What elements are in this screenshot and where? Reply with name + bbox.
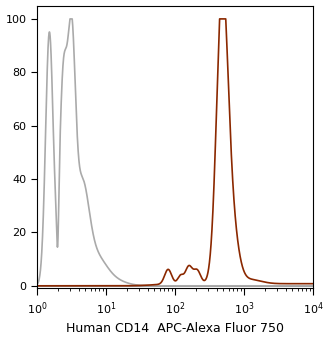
X-axis label: Human CD14  APC-Alexa Fluor 750: Human CD14 APC-Alexa Fluor 750 (66, 323, 284, 336)
